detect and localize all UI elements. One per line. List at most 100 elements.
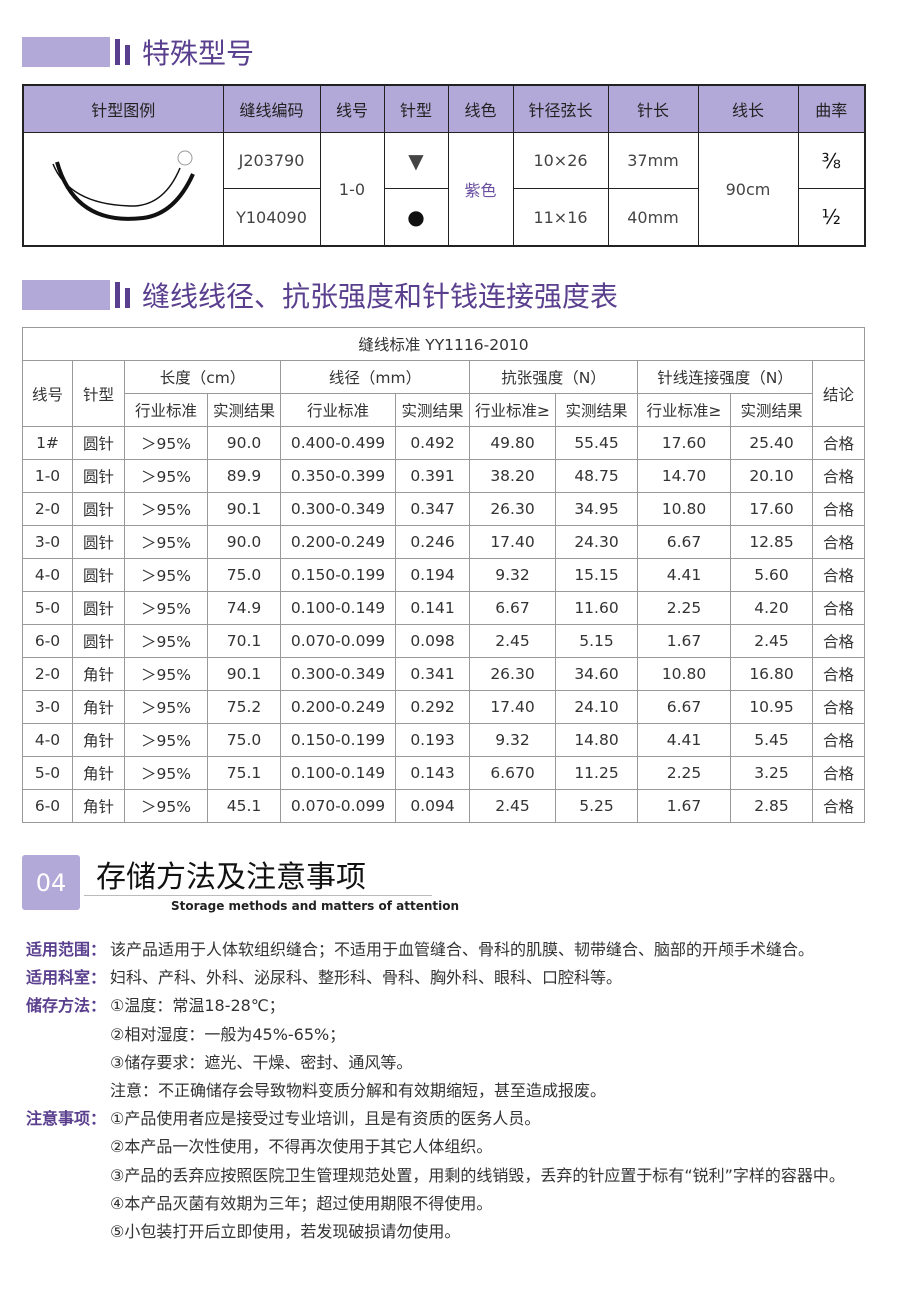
table-row: 1-0 圆针 ＞95% 89.9 0.350-0.399 0.391 38.20 48.75 1…	[22, 459, 865, 493]
cell: 3-0	[22, 690, 73, 724]
cell: 0.098	[395, 624, 470, 658]
cell: 合格	[812, 558, 865, 592]
section-title: 存储方法及注意事项	[96, 860, 366, 895]
cell: 74.9	[207, 591, 281, 625]
section-heading: 缝线线径、抗张强度和针钱连接强度表	[22, 279, 618, 313]
note-label: 适用范围：	[26, 940, 107, 959]
header-cell: 线径（mm）	[280, 360, 470, 394]
header-cell: 针型图例	[22, 84, 224, 133]
cell: 合格	[812, 756, 865, 790]
table-row: 2-0 圆针 ＞95% 90.1 0.300-0.349 0.347 26.30 34.95 1…	[22, 492, 865, 526]
cell: 2.25	[637, 591, 731, 625]
cell: 90.0	[207, 426, 281, 460]
model-table: 针型图例 缝线编码 线号 针型 线色 针径弦长 针长 线长 曲率 J203790…	[22, 84, 866, 247]
notes: 适用范围： 该产品适用于人体软组织缝合；不适用于血管缝合、骨科的肌膜、韧带缝合、脑…	[26, 936, 876, 1246]
header-cell: 针型	[383, 84, 449, 133]
cell: 4-0	[22, 723, 73, 757]
cell: 0.070-0.099	[280, 624, 396, 658]
cell: 4.20	[730, 591, 813, 625]
table-row: 2-0 角针 ＞95% 90.1 0.300-0.349 0.341 26.30 34.60 1…	[22, 657, 865, 691]
cell: ＞95%	[124, 657, 208, 691]
note-line: 该产品适用于人体软组织缝合；不适用于血管缝合、骨科的肌膜、韧带缝合、脑部的开颅手…	[110, 940, 815, 959]
cell: 2.45	[469, 789, 556, 823]
cell: 0.350-0.399	[280, 459, 396, 493]
table-row: 1# 圆针 ＞95% 90.0 0.400-0.499 0.492 49.80 55.45 17…	[22, 426, 865, 460]
cell: 圆针	[72, 624, 125, 658]
strength-table: 缝线标准 YY1116-2010 线号 针型 长度（cm） 线径（mm） 抗张强…	[22, 327, 865, 823]
cell: 2.45	[730, 624, 813, 658]
table-row: 5-0 角针 ＞95% 75.1 0.100-0.149 0.143 6.670 11.25 2…	[22, 756, 865, 790]
cell: 5-0	[22, 591, 73, 625]
cell: 角针	[72, 756, 125, 790]
cell: J203790	[222, 131, 321, 190]
cell: 24.10	[555, 690, 638, 724]
note-item: 适用范围： 该产品适用于人体软组织缝合；不适用于血管缝合、骨科的肌膜、韧带缝合、脑…	[26, 936, 876, 964]
cell: 0.246	[395, 525, 470, 559]
table-row: 6-0 角针 ＞95% 45.1 0.070-0.099 0.094 2.45 5.25 1.6…	[22, 789, 865, 823]
cell: 6.670	[469, 756, 556, 790]
cell: 合格	[812, 723, 865, 757]
cell: 75.1	[207, 756, 281, 790]
cell: 0.300-0.349	[280, 492, 396, 526]
header-cell: 抗张强度（N）	[469, 360, 638, 394]
cell: 14.70	[637, 459, 731, 493]
cell: 90.0	[207, 525, 281, 559]
cell: 5.25	[555, 789, 638, 823]
note-line: ⑤小包装打开后立即使用，若发现破损请勿使用。	[110, 1222, 461, 1242]
header-cell: 实测结果	[555, 393, 638, 427]
cell: 11×16	[512, 188, 609, 247]
cell: 2.45	[469, 624, 556, 658]
cell: 17.40	[469, 525, 556, 559]
note-line: 妇科、产科、外科、泌尿科、整形科、骨科、胸外科、眼科、口腔科等。	[110, 968, 623, 988]
cell: 0.341	[395, 657, 470, 691]
cell: ＞95%	[124, 723, 208, 757]
note-line: ①产品使用者应是接受过专业培训，且是有资质的医务人员。	[110, 1109, 541, 1129]
cell: ＞95%	[124, 459, 208, 493]
cell: 0.492	[395, 426, 470, 460]
cell: 1-0	[319, 132, 385, 247]
cell: 2.85	[730, 789, 813, 823]
cell: 4-0	[22, 558, 73, 592]
cell: 合格	[812, 426, 865, 460]
cell: 5-0	[22, 756, 73, 790]
note-line: ④本产品灭菌有效期为三年；超过使用期限不得使用。	[110, 1193, 493, 1213]
cell: 1-0	[22, 459, 73, 493]
cell: 75.0	[207, 723, 281, 757]
cell: 0.300-0.349	[280, 657, 396, 691]
cell: 0.200-0.249	[280, 690, 396, 724]
cell: 1.67	[637, 789, 731, 823]
cell: 0.400-0.499	[280, 426, 396, 460]
table-row: 6-0 圆针 ＞95% 70.1 0.070-0.099 0.098 2.45 5.15 1.6…	[22, 624, 865, 658]
cell: 0.193	[395, 723, 470, 757]
cell: 1#	[22, 426, 73, 460]
cell: 34.95	[555, 492, 638, 526]
cell: 90.1	[207, 657, 281, 691]
note-label: 适用科室：	[26, 968, 107, 988]
header-cell: 曲率	[797, 84, 866, 133]
table-row: 4-0 角针 ＞95% 75.0 0.150-0.199 0.193 9.32 14.80 4.…	[22, 723, 865, 757]
cell: 90.1	[207, 492, 281, 526]
cell: 10.80	[637, 492, 731, 526]
needle-illustration	[52, 150, 196, 221]
needle-image-cell	[22, 132, 224, 247]
cell: 24.30	[555, 525, 638, 559]
cell: 圆针	[72, 558, 125, 592]
cell: ＞95%	[124, 624, 208, 658]
cell: 1.67	[637, 624, 731, 658]
cell: 14.80	[555, 723, 638, 757]
note-lines: 妇科、产科、外科、泌尿科、整形科、骨科、胸外科、眼科、口腔科等。	[110, 964, 622, 992]
cell: 紫色	[447, 132, 514, 247]
cell: 9.32	[469, 558, 556, 592]
cell: 4.41	[637, 558, 731, 592]
cell: 0.150-0.199	[280, 558, 396, 592]
header-cell: 结论	[812, 360, 865, 427]
cell: 合格	[812, 459, 865, 493]
note-item: 储存方法： ①温度：常温18-28℃； ②相对湿度：一般为45%-65%； ③储存要求…	[26, 992, 876, 1105]
cell: 10.80	[637, 657, 731, 691]
cell: 17.60	[730, 492, 813, 526]
header-cell: 线号	[22, 360, 73, 427]
header-cell: 线长	[697, 84, 799, 133]
cell: 5.60	[730, 558, 813, 592]
cell: 70.1	[207, 624, 281, 658]
